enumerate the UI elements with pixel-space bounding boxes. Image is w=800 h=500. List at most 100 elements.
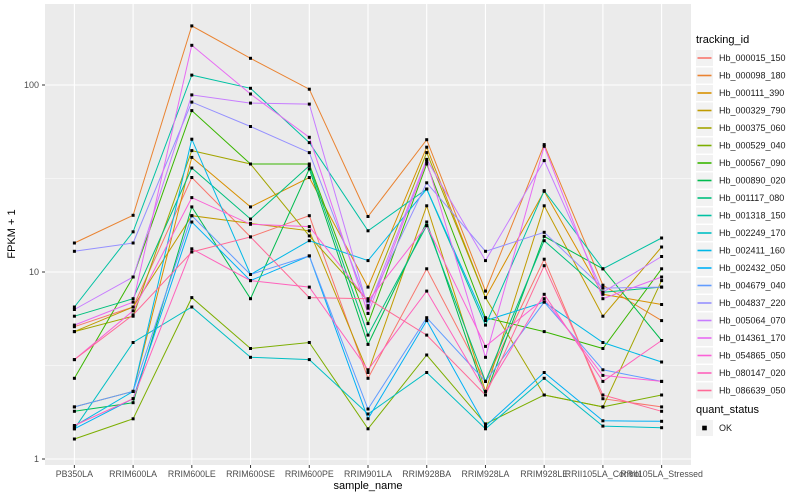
data-point	[366, 322, 370, 326]
legend-entry: Hb_001318_150	[696, 207, 786, 224]
data-point	[484, 355, 487, 359]
data-point	[190, 73, 194, 77]
data-point	[601, 283, 605, 287]
data-point	[366, 297, 370, 301]
data-point	[542, 144, 546, 148]
legend-label: Hb_000567_090	[719, 158, 786, 168]
data-point	[190, 214, 194, 218]
x-tick-label: PB350LA	[56, 469, 93, 479]
legend-label: Hb_000329_790	[719, 106, 786, 116]
data-point	[131, 397, 135, 401]
data-point	[484, 393, 487, 397]
data-point	[72, 249, 76, 253]
legend-label: Hb_000015_150	[719, 53, 786, 63]
legend-entry: Hb_004837_220	[696, 295, 786, 311]
data-point	[601, 314, 605, 318]
data-point	[190, 247, 194, 251]
x-axis-title: sample_name	[333, 480, 402, 492]
data-point	[542, 371, 546, 374]
data-point	[660, 285, 664, 289]
data-point	[131, 300, 135, 304]
data-point	[249, 347, 252, 350]
data-point	[660, 319, 664, 323]
data-point	[249, 56, 252, 60]
data-point	[131, 389, 135, 393]
x-tick-label: RRIM928BA	[402, 469, 451, 479]
data-point	[131, 309, 135, 313]
data-point	[131, 313, 135, 317]
legend-label: Hb_000890_020	[719, 176, 786, 186]
data-point	[366, 285, 370, 289]
data-point	[484, 319, 487, 323]
data-point	[601, 373, 605, 377]
legend-label: Hb_086639_050	[719, 386, 786, 396]
x-tick-label: RRIM600LE	[168, 469, 216, 479]
data-point	[307, 162, 311, 166]
x-tick-label: RRII105LA_Control	[565, 469, 641, 479]
legend-quant-status: OK	[696, 420, 732, 436]
data-point	[307, 164, 311, 168]
x-tick-label: RRII105LA_Stressed	[620, 469, 703, 479]
data-point	[366, 304, 370, 308]
data-point	[542, 257, 546, 261]
legend-entry: Hb_000098_180	[696, 67, 786, 84]
data-point	[131, 401, 135, 405]
data-point	[660, 360, 664, 364]
data-point	[190, 24, 194, 28]
data-point	[72, 409, 76, 413]
data-point	[190, 250, 194, 254]
data-point	[484, 249, 487, 253]
data-point	[307, 296, 311, 300]
data-point	[484, 422, 487, 426]
legend-entry: Hb_000529_040	[696, 137, 786, 154]
legend-entry: Hb_001117_080	[696, 190, 784, 206]
legend-label: Hb_000098_180	[719, 71, 786, 81]
data-point	[542, 297, 546, 301]
data-point	[425, 181, 429, 185]
data-point	[660, 409, 664, 413]
legend-label: Hb_002432_050	[719, 263, 786, 273]
legend-label: Hb_054865_050	[719, 351, 786, 361]
data-point	[249, 125, 252, 128]
data-point	[190, 155, 194, 159]
data-point	[484, 344, 487, 348]
data-point	[366, 306, 370, 310]
data-point	[190, 176, 194, 179]
data-point	[307, 102, 311, 106]
data-point	[190, 220, 194, 224]
data-point	[425, 145, 429, 149]
legend-label: Hb_004679_040	[719, 281, 786, 291]
data-point	[366, 371, 370, 374]
legend-entry: Hb_000111_390	[696, 85, 784, 101]
data-point	[249, 205, 252, 209]
data-point	[484, 259, 487, 263]
data-point	[72, 241, 76, 245]
data-point	[601, 368, 605, 372]
data-point	[601, 286, 605, 290]
data-point	[542, 330, 546, 334]
data-point	[366, 407, 370, 411]
legend-label: Hb_000375_060	[719, 123, 786, 133]
x-tick-label: RRIM928LE	[520, 469, 568, 479]
data-point	[660, 245, 664, 249]
data-point	[307, 87, 311, 91]
data-point	[72, 314, 76, 318]
data-point	[660, 236, 664, 240]
y-tick-label: 1	[34, 454, 39, 464]
data-point	[72, 308, 76, 311]
data-point	[249, 101, 252, 105]
legend-point-swatch	[702, 425, 707, 431]
legend-title-tracking-id: tracking_id	[696, 34, 749, 46]
data-point	[131, 241, 135, 245]
x-tick-label: RRIM901LA	[344, 469, 392, 479]
legend-entry: Hb_002249_170	[696, 225, 786, 241]
data-point	[660, 379, 664, 383]
data-point	[425, 267, 429, 271]
data-point	[542, 230, 546, 234]
data-point	[366, 342, 370, 346]
data-point	[425, 319, 429, 323]
data-point	[249, 217, 252, 221]
data-point	[484, 389, 487, 393]
data-point	[425, 157, 429, 161]
data-point	[425, 187, 429, 191]
